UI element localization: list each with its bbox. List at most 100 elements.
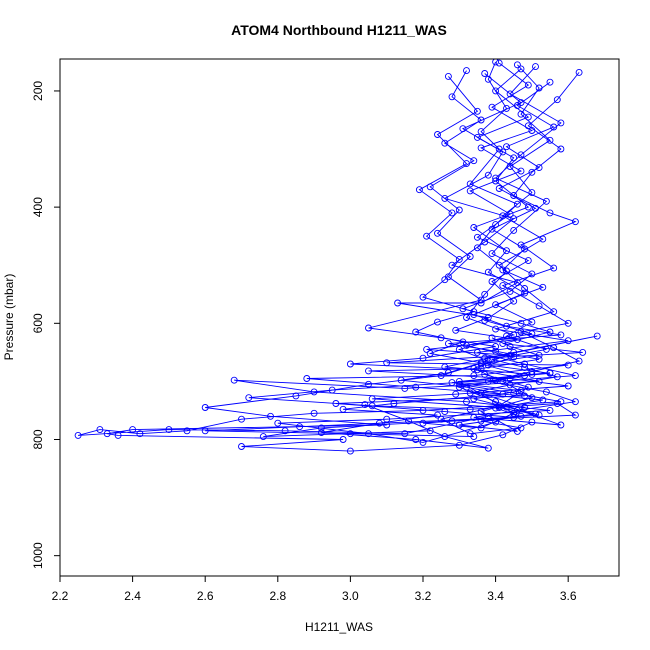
data-point <box>434 318 441 326</box>
data-point <box>230 376 238 384</box>
data-point <box>535 411 543 419</box>
data-point <box>136 430 144 438</box>
data-point <box>579 348 587 356</box>
data-point <box>463 160 470 168</box>
data-point <box>74 431 82 439</box>
data-point <box>361 401 369 409</box>
data-point <box>484 377 492 385</box>
data-point <box>517 387 525 395</box>
data-point <box>524 113 532 121</box>
data-point <box>539 283 547 291</box>
data-point <box>539 235 547 243</box>
data-point <box>521 360 529 368</box>
data-point <box>488 103 496 111</box>
data-point <box>459 305 467 313</box>
y-tick-label: 800 <box>31 429 45 449</box>
data-point <box>394 299 402 307</box>
data-point <box>274 419 282 427</box>
data-point <box>481 70 489 77</box>
data-point <box>532 63 539 71</box>
data-point <box>328 386 336 394</box>
data-point <box>183 427 191 435</box>
data-point <box>310 409 318 417</box>
data-point <box>375 419 383 427</box>
data-point <box>419 438 427 446</box>
data-point <box>528 189 536 197</box>
data-point <box>484 444 492 452</box>
data-point <box>481 290 489 298</box>
data-point <box>517 65 525 73</box>
data-point <box>517 424 525 432</box>
data-point <box>550 123 558 131</box>
data-point <box>524 81 532 89</box>
data-point <box>477 128 485 136</box>
data-point <box>492 59 500 66</box>
data-point <box>470 413 478 421</box>
data-point <box>571 411 579 419</box>
data-point <box>571 218 579 226</box>
data-point <box>317 424 325 432</box>
x-tick-label: 2.8 <box>269 589 286 603</box>
data-point <box>495 59 503 67</box>
data-point <box>423 232 431 240</box>
data-point <box>546 78 554 86</box>
data-point <box>492 177 500 185</box>
x-tick-label: 3.2 <box>415 589 432 603</box>
data-point <box>419 293 427 301</box>
x-tick-label: 3.0 <box>342 589 359 603</box>
data-point <box>466 389 474 397</box>
series-6 <box>365 65 572 432</box>
data-point <box>397 376 405 384</box>
series-8 <box>317 72 507 452</box>
data-point <box>473 133 481 141</box>
data-point <box>477 417 485 425</box>
x-tick-label: 3.6 <box>560 589 577 603</box>
data-point <box>455 255 463 263</box>
data-point <box>535 302 543 310</box>
data-point <box>521 392 529 400</box>
data-point <box>506 210 514 218</box>
data-point <box>459 338 467 346</box>
data-point <box>415 186 423 194</box>
data-point <box>481 316 489 324</box>
data-point <box>444 72 452 80</box>
data-point <box>292 392 300 400</box>
data-point <box>470 395 478 403</box>
data-point <box>564 319 572 327</box>
data-point <box>510 353 518 361</box>
data-point <box>339 405 347 413</box>
data-point <box>521 245 529 253</box>
data-point <box>317 429 325 436</box>
data-point <box>513 200 521 208</box>
data-point <box>466 430 474 438</box>
plot-frame <box>59 58 620 577</box>
data-point <box>542 345 550 353</box>
y-axis-label: Pressure (mbar) <box>2 274 16 361</box>
data-point <box>484 361 492 369</box>
data-point <box>452 390 460 398</box>
data-point <box>557 119 565 127</box>
data-point <box>503 247 510 255</box>
data-point <box>499 431 507 439</box>
data-point <box>571 372 579 380</box>
data-point <box>528 168 536 176</box>
data-point <box>448 379 456 387</box>
data-point <box>499 340 507 348</box>
data-point <box>571 398 579 406</box>
data-point <box>495 261 503 269</box>
data-point <box>553 96 561 104</box>
data-point <box>441 139 449 147</box>
x-axis-label: H1211_WAS <box>305 620 373 634</box>
data-point <box>564 361 572 369</box>
data-point <box>492 404 500 412</box>
data-point <box>532 204 539 212</box>
data-point <box>165 426 173 434</box>
data-point <box>484 171 492 179</box>
data-point <box>470 372 478 380</box>
data-point <box>510 226 518 234</box>
data-point <box>542 388 550 396</box>
data-point <box>499 377 507 385</box>
x-tick-label: 2.4 <box>124 589 141 603</box>
data-point <box>448 209 456 217</box>
data-point <box>546 406 554 414</box>
